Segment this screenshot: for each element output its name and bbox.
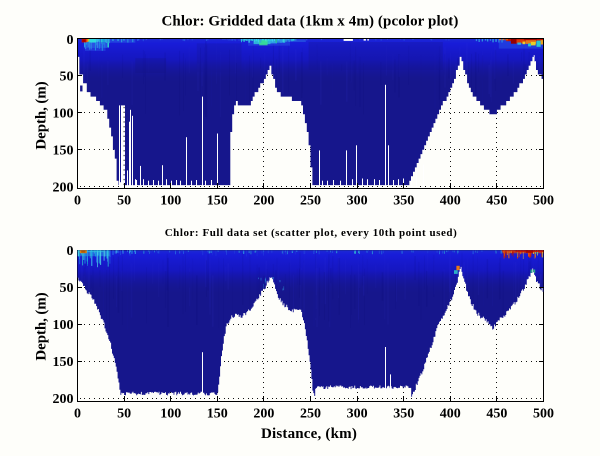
svg-text:150: 150 xyxy=(53,355,74,370)
svg-text:50: 50 xyxy=(60,281,74,296)
svg-text:50: 50 xyxy=(117,406,131,421)
svg-text:0: 0 xyxy=(67,33,74,48)
svg-text:100: 100 xyxy=(53,107,74,122)
svg-text:450: 450 xyxy=(486,406,507,421)
svg-text:200: 200 xyxy=(253,193,274,208)
svg-text:500: 500 xyxy=(533,406,554,421)
svg-text:50: 50 xyxy=(117,193,131,208)
svg-text:150: 150 xyxy=(207,193,228,208)
svg-text:Chlor: Full data set (scatter: Chlor: Full data set (scatter plot, ever… xyxy=(165,227,458,239)
svg-text:350: 350 xyxy=(393,406,414,421)
svg-text:400: 400 xyxy=(440,193,461,208)
svg-text:250: 250 xyxy=(300,406,321,421)
svg-text:200: 200 xyxy=(53,180,74,195)
svg-text:300: 300 xyxy=(347,406,368,421)
svg-text:Depth, (m): Depth, (m) xyxy=(33,292,49,360)
svg-text:150: 150 xyxy=(207,406,228,421)
svg-text:0: 0 xyxy=(74,193,81,208)
svg-text:Chlor: Gridded data (1km x 4m): Chlor: Gridded data (1km x 4m) (pcolor p… xyxy=(161,14,458,30)
svg-text:100: 100 xyxy=(160,406,181,421)
svg-text:200: 200 xyxy=(53,392,74,407)
svg-text:450: 450 xyxy=(486,193,507,208)
svg-text:100: 100 xyxy=(160,193,181,208)
svg-text:0: 0 xyxy=(74,406,81,421)
svg-text:350: 350 xyxy=(393,193,414,208)
svg-text:150: 150 xyxy=(53,144,74,159)
svg-text:100: 100 xyxy=(53,318,74,333)
svg-text:50: 50 xyxy=(60,70,74,85)
svg-text:200: 200 xyxy=(253,406,274,421)
svg-text:Depth, (m): Depth, (m) xyxy=(33,81,49,149)
svg-text:500: 500 xyxy=(533,193,554,208)
svg-text:400: 400 xyxy=(440,406,461,421)
svg-text:300: 300 xyxy=(347,193,368,208)
svg-text:0: 0 xyxy=(67,244,74,259)
svg-text:250: 250 xyxy=(300,193,321,208)
svg-text:Distance, (km): Distance, (km) xyxy=(261,426,357,442)
